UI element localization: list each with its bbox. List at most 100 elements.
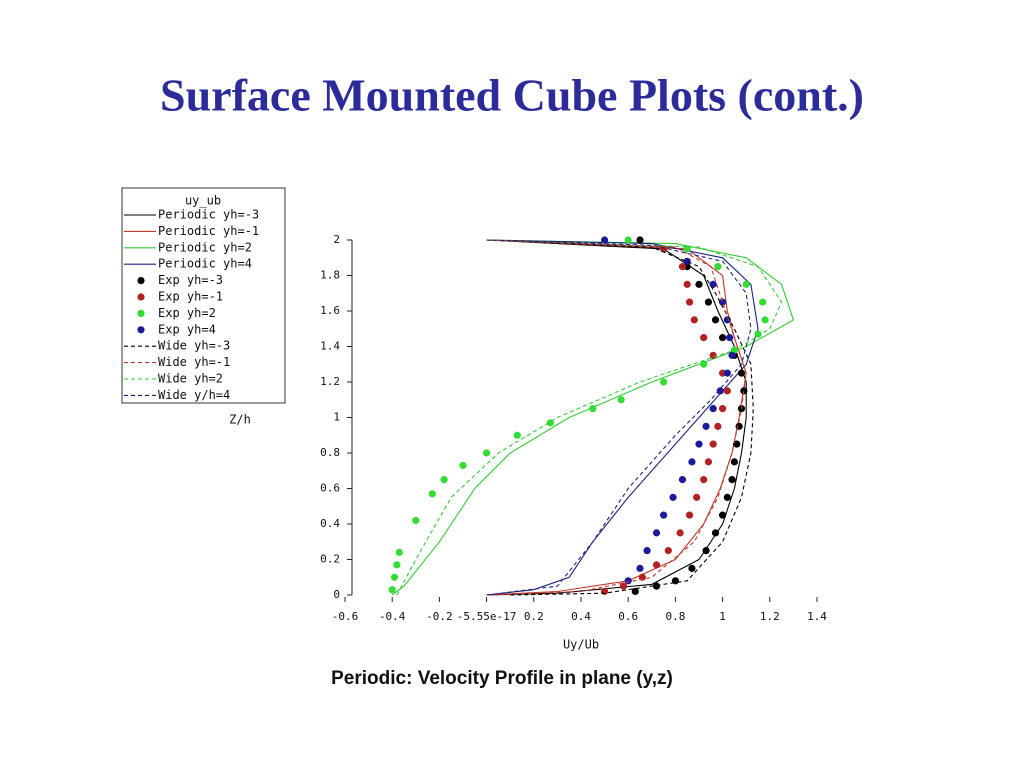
legend-box — [121, 187, 286, 404]
data-point — [719, 511, 727, 519]
y-tick-label: 0 — [333, 588, 340, 601]
data-point — [393, 561, 401, 569]
data-point — [601, 236, 609, 244]
data-point — [709, 440, 717, 448]
data-point — [711, 316, 720, 324]
data-point — [700, 476, 708, 484]
data-point — [740, 387, 748, 395]
data-point — [624, 236, 632, 244]
data-point — [723, 493, 731, 501]
slide-title: Surface Mounted Cube Plots (cont.) — [160, 70, 864, 121]
data-point — [513, 431, 521, 439]
data-point — [702, 422, 710, 430]
data-point — [390, 573, 399, 581]
y-tick-label: 1.2 — [320, 375, 340, 388]
data-point — [676, 529, 684, 537]
x-tick-label: 1.2 — [760, 610, 780, 623]
x-tick-label: -0.6 — [332, 610, 359, 623]
data-point — [704, 458, 713, 466]
data-point — [714, 422, 722, 430]
data-point — [652, 561, 661, 569]
data-point — [716, 387, 724, 395]
profile-line — [486, 239, 747, 596]
y-tick-label: 0.4 — [320, 517, 340, 530]
profile-line — [486, 239, 752, 596]
y-tick-label: 1.4 — [320, 340, 340, 353]
legend-label: Exp yh=-1 — [158, 290, 223, 304]
data-point — [714, 263, 722, 271]
y-tick-label: 1 — [333, 411, 340, 424]
data-point — [669, 493, 677, 501]
data-point — [761, 316, 769, 324]
data-point — [483, 449, 491, 457]
x-tick-label: -0.2 — [426, 610, 453, 623]
x-tick-label: 0.6 — [618, 610, 638, 623]
data-point — [733, 440, 741, 448]
legend-label: Wide yh=-3 — [158, 339, 230, 353]
data-point — [636, 564, 644, 572]
data-point — [688, 458, 696, 466]
profile-line — [486, 239, 747, 596]
data-point — [601, 587, 609, 596]
data-point — [631, 587, 639, 596]
profile-line — [486, 239, 754, 596]
data-point — [685, 298, 694, 306]
data-point — [693, 493, 701, 501]
legend-label: Exp yh=4 — [158, 322, 216, 336]
data-point — [737, 369, 746, 377]
profile-line — [486, 239, 747, 596]
data-point — [412, 516, 420, 525]
legend-title: uy_ub — [185, 194, 221, 208]
data-point — [695, 440, 703, 448]
legend-label: Periodic yh=4 — [158, 257, 252, 271]
legend-label: Periodic yh=-1 — [158, 224, 259, 238]
data-point — [700, 334, 708, 342]
data-point — [728, 351, 736, 359]
data-point — [617, 396, 625, 404]
y-axis-label: Z/h — [229, 413, 251, 427]
data-point — [660, 378, 668, 386]
x-tick-label: 0.4 — [571, 610, 591, 623]
y-tick-label: 0.8 — [320, 446, 340, 459]
legend-marker — [137, 326, 145, 334]
data-point — [440, 476, 448, 484]
data-point — [664, 547, 672, 555]
data-point — [726, 334, 734, 342]
legend-label: Exp yh=2 — [158, 306, 216, 320]
y-tick-label: 0.2 — [320, 553, 340, 566]
data-point — [709, 405, 717, 413]
legend-label: Periodic yh=-3 — [158, 208, 259, 222]
x-tick-label: 1 — [719, 610, 726, 623]
data-point — [459, 461, 467, 470]
data-point — [723, 369, 731, 377]
y-tick-label: 1.8 — [320, 269, 340, 282]
legend-label: Exp yh=-3 — [158, 273, 223, 287]
x-tick-label: 0.8 — [665, 610, 685, 623]
data-point — [660, 511, 668, 519]
profile-line — [486, 239, 759, 596]
x-tick-label: 0.2 — [524, 610, 544, 623]
data-point — [704, 298, 713, 306]
data-point — [624, 577, 632, 585]
data-point — [683, 280, 691, 288]
data-point — [690, 316, 698, 324]
legend-label: Wide yh=2 — [158, 372, 223, 386]
data-point — [652, 529, 661, 537]
legend-label: Wide yh=-1 — [158, 355, 230, 369]
y-tick-label: 2 — [333, 233, 340, 246]
data-point — [723, 387, 731, 395]
data-point — [678, 476, 687, 484]
data-point — [728, 476, 736, 484]
y-tick-label: 1.6 — [320, 304, 340, 317]
data-point — [652, 582, 661, 590]
data-point — [388, 586, 396, 594]
x-tick-label: 1.4 — [807, 610, 827, 623]
legend-label: Wide y/h=4 — [158, 388, 230, 402]
data-point — [589, 405, 597, 413]
x-tick-label: -0.4 — [379, 610, 406, 623]
y-tick-label: 0.6 — [320, 482, 340, 495]
data-point — [742, 280, 750, 288]
data-point — [730, 458, 739, 466]
data-point — [719, 298, 727, 306]
